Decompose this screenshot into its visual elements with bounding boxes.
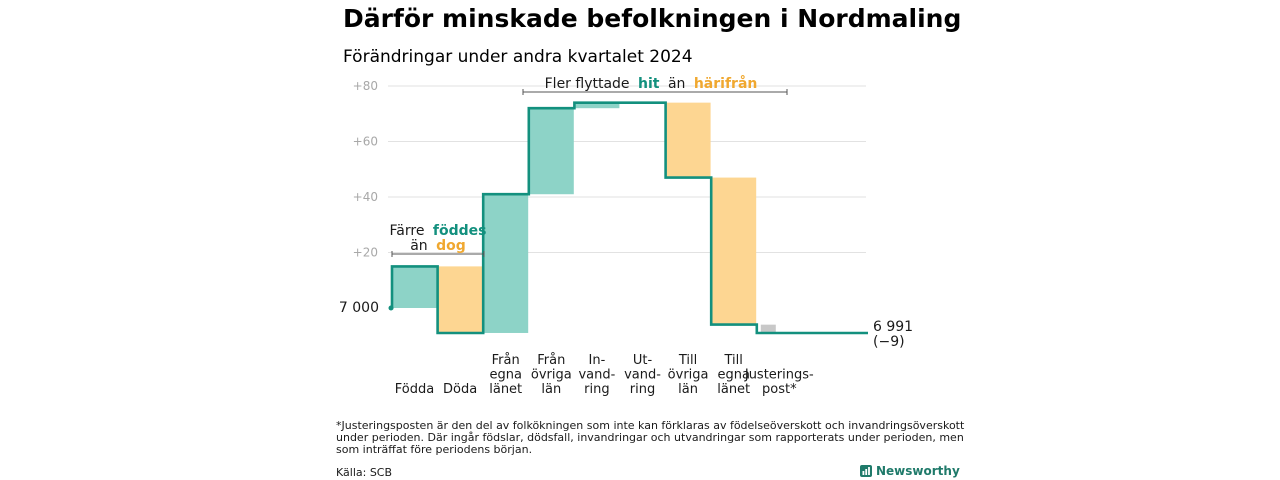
category-label: post* (762, 382, 797, 397)
category-label: vand- (624, 368, 661, 383)
y-tick-label: +20 (353, 246, 378, 260)
category-labels: Födda DödaFrånegnalänetFrånövrigalänIn-va… (395, 353, 814, 397)
grid-lines (388, 85, 866, 253)
baseline-label: 7 000 (339, 300, 379, 316)
category-label: Ut- (633, 353, 653, 368)
y-tick-label: +40 (353, 190, 378, 204)
bar-6 (665, 102, 711, 178)
category-label: län (678, 382, 698, 397)
brand-logo: Newsworthy (860, 464, 960, 478)
y-tick-label: +80 (353, 79, 378, 93)
category-label: Födda (395, 382, 434, 397)
category-label: övriga (531, 368, 572, 383)
category-label: ring (584, 382, 609, 397)
category-label: egna (717, 368, 749, 383)
category-label: vand- (578, 368, 615, 383)
category-label: ring (630, 382, 655, 397)
category-label: In- (589, 353, 606, 368)
category-label: Till (724, 353, 743, 368)
category-label: Döda (443, 382, 477, 397)
migration-ann-bold1: hit (638, 76, 660, 92)
category-label: Från (537, 353, 565, 368)
births-ann-line2-bold: dog (436, 238, 466, 254)
births-ann-line2-plain: än (410, 238, 427, 254)
footnote-line-3: som inträffat före periodens början. (336, 443, 532, 456)
category-label: län (541, 382, 561, 397)
category-label: Justerings- (744, 368, 814, 383)
category-label: Till (678, 353, 697, 368)
bar-7 (711, 177, 757, 325)
y-axis-ticks: +20 +40 +60 +80 (353, 79, 378, 260)
bar-1 (437, 266, 483, 333)
source-label: Källa: SCB (336, 466, 392, 479)
svg-text:Färre föddes: Färre föddes (390, 223, 487, 239)
category-label: egna (489, 368, 521, 383)
bar-8 (760, 324, 776, 333)
bar-0 (392, 266, 437, 308)
category-label: övriga (668, 368, 709, 383)
brand-name: Newsworthy (876, 464, 960, 478)
footnote-line-2: under perioden. Där ingår födslar, dödsf… (336, 431, 964, 444)
end-value-label: 6 991 (873, 319, 913, 335)
bar-3 (528, 108, 574, 195)
category-label: Från (492, 353, 520, 368)
bar-4 (574, 102, 620, 109)
end-change-label: (−9) (873, 334, 905, 350)
waterfall-step-line (388, 101, 868, 335)
svg-text:än dog: än dog (410, 238, 466, 254)
y-tick-label: +60 (353, 135, 378, 149)
bar-2 (483, 194, 529, 333)
footnote-line-1: *Justeringsposten är den del av folkökni… (336, 419, 965, 432)
category-label: länet (717, 382, 750, 397)
chart-subtitle: Förändringar under andra kvartalet 2024 (343, 47, 693, 67)
waterfall-bars (392, 102, 776, 333)
migration-annotation: Fler flyttade hit än härifrån (522, 75, 788, 95)
births-ann-line1-bold: föddes (433, 223, 487, 239)
migration-ann-bold2: härifrån (694, 75, 758, 92)
migration-ann-plain2: än (668, 76, 685, 92)
chart-title: Därför minskade befolkningen i Nordmalin… (343, 4, 961, 33)
step-line (390, 101, 868, 335)
svg-text:Fler flyttade hit: Fler flyttade hit än härifrån (545, 75, 758, 92)
migration-ann-plain1: Fler flyttade (545, 76, 630, 92)
births-annotation: Färre föddes än dog (390, 223, 487, 257)
category-label: länet (489, 382, 522, 397)
births-ann-line1-plain: Färre (390, 223, 425, 239)
start-dot (388, 305, 394, 311)
